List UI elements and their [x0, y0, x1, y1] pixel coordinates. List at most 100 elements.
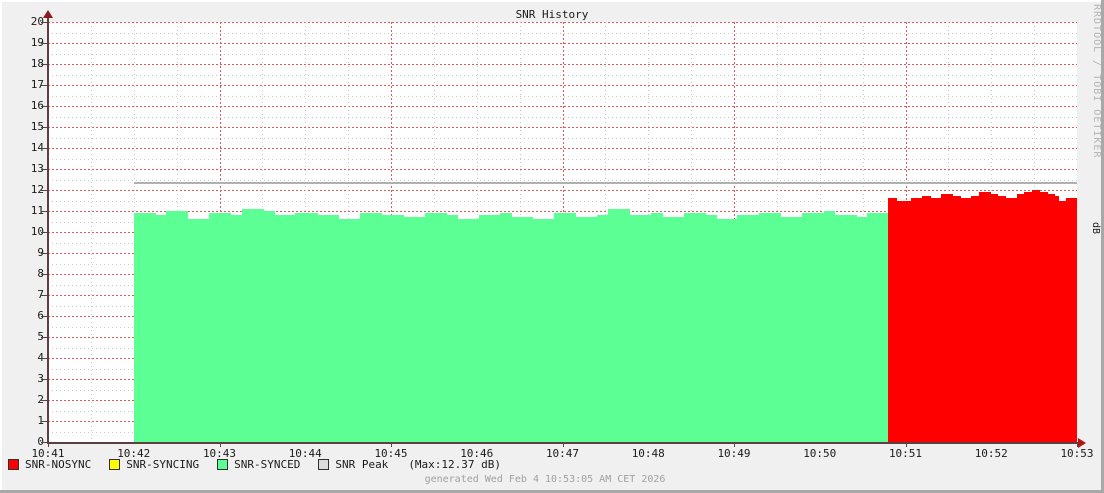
y-tick-label: 3: [4, 372, 44, 385]
y-tick-label: 15: [30, 120, 44, 133]
series-bar-snr-nosync: [967, 198, 973, 442]
legend-max-value: (Max:12.37 dB): [408, 458, 502, 471]
series-bar-snr-synced: [370, 213, 383, 442]
gridline-h-major: [48, 43, 1077, 44]
y-tick-mark: [41, 211, 47, 212]
series-bar-snr-synced: [737, 215, 749, 442]
gridline-h-minor: [48, 32, 1077, 34]
series-bar-snr-nosync: [899, 200, 905, 442]
series-bar-snr-synced: [478, 215, 491, 442]
series-bar-snr-nosync: [933, 198, 939, 442]
series-bar-snr-nosync: [918, 198, 924, 442]
series-bar-snr-nosync: [907, 200, 912, 442]
y-axis: [47, 16, 49, 444]
series-bar-snr-nosync: [1058, 200, 1063, 442]
series-bar-snr-synced: [295, 213, 307, 442]
series-bar-snr-nosync: [1046, 194, 1052, 442]
series-bar-snr-synced: [403, 217, 415, 442]
series-bar-snr-synced: [241, 208, 254, 442]
series-bar-snr-synced: [155, 215, 167, 442]
series-bar-snr-nosync: [1061, 200, 1067, 442]
series-bar-snr-nosync: [941, 194, 946, 442]
legend-swatch-icon: [318, 459, 330, 470]
series-bar-snr-synced: [467, 219, 480, 442]
y-tick-label: 5: [4, 330, 44, 343]
y-tick-mark: [41, 358, 47, 359]
y-tick-mark: [41, 379, 47, 380]
series-bar-snr-nosync: [944, 194, 950, 442]
legend-label: SNR-SYNCED: [234, 458, 301, 471]
y-tick-mark: [41, 85, 47, 86]
series-bar-snr-nosync: [910, 198, 916, 442]
x-tick-mark: [1077, 442, 1078, 447]
series-bar-snr-synced: [608, 208, 620, 442]
y-tick-mark: [41, 337, 47, 338]
x-tick-label: 10:51: [888, 447, 923, 460]
x-tick-label: 10:43: [202, 447, 237, 460]
x-tick-mark: [219, 442, 221, 447]
series-bar-snr-nosync: [1005, 198, 1010, 442]
series-bar-snr-nosync: [1050, 194, 1056, 442]
frame-right-bevel: [1101, 0, 1104, 493]
series-bar-snr-synced: [133, 213, 146, 442]
series-bar-snr-synced: [187, 219, 200, 442]
series-bar-snr-nosync: [982, 192, 988, 442]
series-bar-snr-nosync: [997, 196, 1003, 442]
legend-swatch-icon: [8, 459, 19, 470]
series-bar-snr-synced: [306, 213, 318, 442]
y-tick-mark: [41, 316, 47, 317]
series-bar-snr-nosync: [903, 200, 908, 442]
series-bar-snr-nosync: [1027, 192, 1033, 442]
series-bar-snr-nosync: [1001, 196, 1007, 442]
x-tick-label: 10:41: [31, 447, 65, 460]
legend-swatch-icon: [217, 459, 229, 470]
series-bar-snr-synced: [866, 213, 879, 442]
series-bar-snr-synced: [219, 213, 232, 442]
legend-label: SNR-NOSYNC: [25, 458, 92, 471]
series-bar-snr-nosync: [963, 198, 969, 442]
series-bar-snr-synced: [252, 208, 264, 442]
series-bar-snr-synced: [424, 213, 437, 442]
series-bar-snr-synced: [360, 213, 372, 442]
series-bar-snr-synced: [414, 217, 426, 442]
chart-title: SNR History: [515, 8, 589, 21]
legend-item: SNR-SYNCED: [217, 458, 300, 471]
series-bar-snr-nosync: [952, 196, 957, 442]
series-bar-snr-nosync: [948, 194, 954, 442]
series-bar-snr-synced: [543, 219, 555, 442]
series-bar-snr-synced: [392, 215, 404, 442]
y-axis-arrow-icon: [43, 10, 53, 18]
series-bar-snr-synced: [198, 219, 210, 442]
legend-label: SNR-SYNCING: [126, 458, 200, 471]
series-bar-snr-nosync: [1035, 190, 1040, 442]
y-tick-mark: [41, 421, 47, 422]
series-bar-snr-synced: [144, 213, 157, 442]
series-bar-snr-nosync: [978, 192, 984, 442]
x-tick-mark: [734, 442, 735, 447]
series-bar-snr-synced: [586, 217, 598, 442]
x-axis-arrow-icon: [1078, 438, 1086, 448]
gridline-h-major: [48, 211, 1077, 212]
x-tick-label: 10:44: [288, 447, 322, 460]
series-bar-snr-synced: [273, 215, 286, 442]
frame-top-bevel: [0, 0, 1104, 2]
series-bar-snr-synced: [823, 211, 836, 442]
x-tick-label: 10:49: [717, 447, 751, 460]
series-bar-snr-synced: [856, 217, 868, 442]
x-axis: [48, 442, 1080, 444]
x-tick-label: 10:50: [803, 447, 837, 460]
y-tick-mark: [41, 253, 47, 254]
gridline-h-major: [48, 106, 1077, 107]
series-bar-snr-synced: [532, 219, 545, 442]
series-bar-snr-synced: [661, 217, 674, 442]
series-bar-snr-synced: [705, 215, 717, 442]
y-tick-label: 20: [30, 15, 44, 28]
x-tick-label: 10:47: [545, 447, 580, 460]
plot-area: [48, 22, 1077, 442]
series-bar-snr-nosync: [990, 194, 995, 442]
series-bar-snr-synced: [748, 215, 760, 442]
gridline-h-minor: [48, 116, 1077, 118]
series-bar-snr-nosync: [1039, 192, 1044, 442]
series-bar-snr-nosync: [1012, 198, 1018, 442]
